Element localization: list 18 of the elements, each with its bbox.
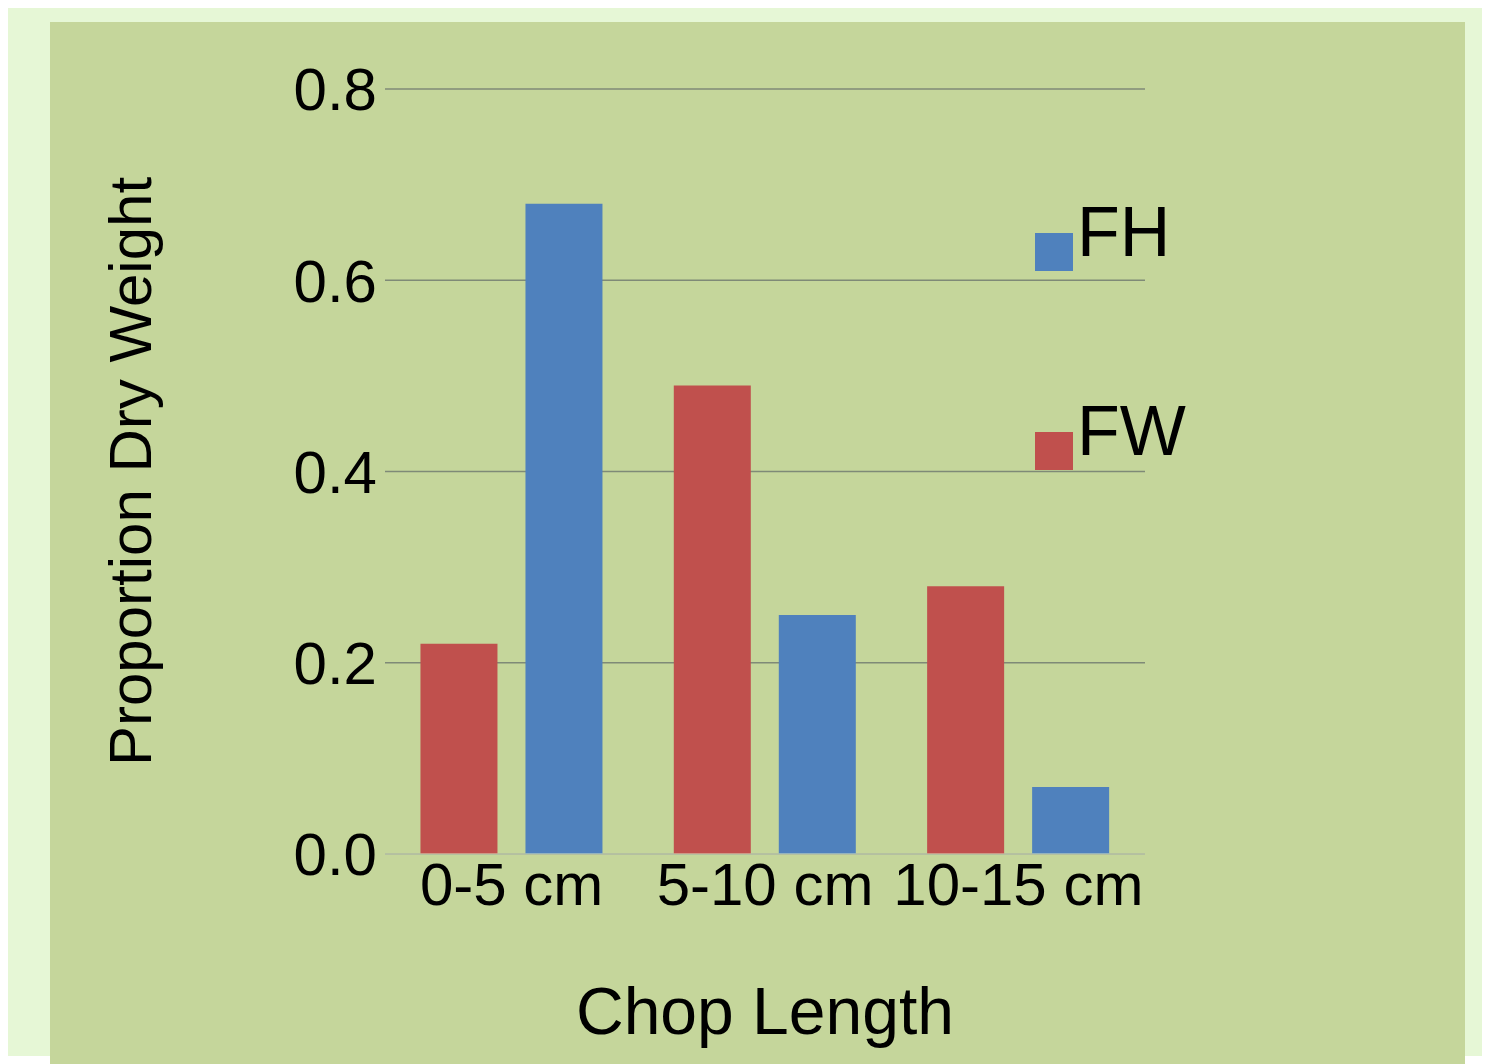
y-axis-title: Proportion Dry Weight <box>97 176 165 767</box>
y-tick-label: 0.4 <box>293 438 377 506</box>
legend-label: FW <box>1077 392 1186 470</box>
bar <box>420 643 498 854</box>
y-tick-label: 0.2 <box>293 630 377 698</box>
legend-label: FH <box>1077 193 1171 271</box>
y-tick-label: 0.0 <box>293 821 377 889</box>
bar <box>927 586 1005 854</box>
bar <box>525 203 603 854</box>
x-tick-label: 10-15 cm <box>893 850 1144 918</box>
x-tick-label: 5-10 cm <box>656 850 874 918</box>
x-axis-title: Chop Length <box>576 974 954 1048</box>
x-tick-label: 0-5 cm <box>419 850 604 918</box>
y-tick-label: 0.8 <box>293 56 377 124</box>
y-tick-label: 0.6 <box>293 247 377 315</box>
bar <box>1032 787 1110 854</box>
bar <box>673 385 751 854</box>
bar <box>778 614 856 854</box>
